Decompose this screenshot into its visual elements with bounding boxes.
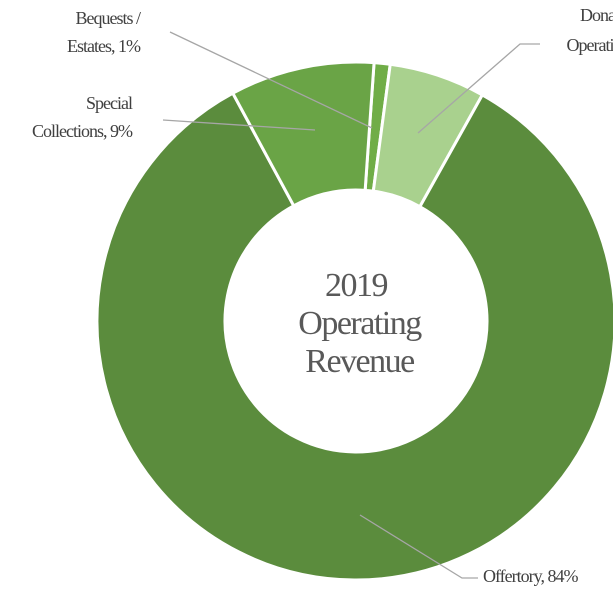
leader-line [359,514,478,579]
label-line: Special [86,93,133,113]
title-line: Operating [291,305,422,342]
donut-slice [95,91,613,582]
label-line: Estates, 1% [64,36,141,56]
leader-line [169,31,373,129]
label-line: Bequests / [76,8,141,28]
data-label: Special Collections, 9% [29,93,133,141]
donut-slice [230,60,376,208]
label-line: Operating, 6% [563,35,613,55]
data-label: Bequests / Estates, 1% [64,8,141,56]
data-label: Donations to Operating, 6% [563,5,613,55]
chart-title: 2019 Operating Revenue [291,267,422,380]
title-line: 2019 [325,267,388,304]
title-line: Revenue [298,343,414,380]
label-line: Collections, 9% [29,121,133,141]
label-line: Donations to [580,5,613,25]
leader-line [417,43,540,134]
label-line: Offertory, 84% [483,566,578,586]
data-label: Offertory, 84% [483,566,578,586]
leader-line [162,119,316,131]
